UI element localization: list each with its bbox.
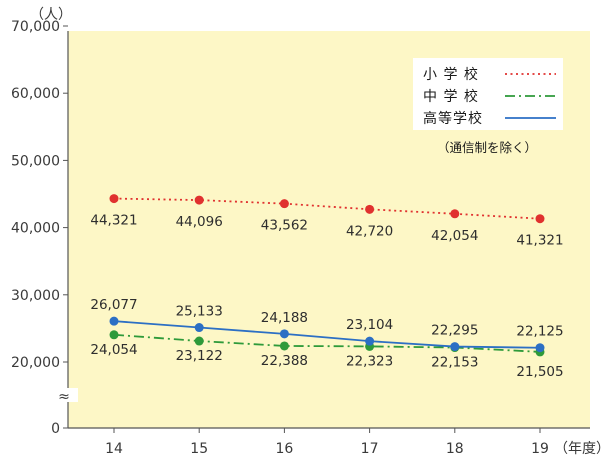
data-label-junior: 21,505 [516,364,563,380]
data-label-high: 24,188 [261,310,308,326]
data-point-junior [195,337,204,346]
data-point-junior [280,341,289,350]
x-tick-label: 18 [446,441,464,457]
data-label-high: 22,125 [516,324,563,340]
data-label-junior: 24,054 [90,342,137,358]
x-tick-label: 17 [361,441,379,457]
x-axis-unit: （年度） [554,441,601,457]
y-tick-label: 60,000 [11,86,60,102]
y-axis-unit: （人） [30,7,72,23]
data-point-elementary [450,209,459,218]
data-point-high [450,342,459,351]
y-tick-label: 50,000 [11,153,60,169]
data-point-elementary [365,205,374,214]
data-label-high: 23,104 [346,317,393,333]
x-tick-label: 19 [531,441,549,457]
data-point-elementary [280,199,289,208]
data-label-high: 25,133 [176,304,223,320]
axis-break-mark: ≈ [58,389,70,405]
legend-note: （通信制を除く） [437,140,537,155]
y-tick-label: 20,000 [11,355,60,371]
y-tick-label: 40,000 [11,221,60,237]
data-label-elementary: 43,562 [261,218,308,234]
data-label-junior: 22,153 [431,355,478,371]
data-label-elementary: 44,321 [90,213,137,229]
data-point-high [536,343,545,352]
x-tick-label: 16 [275,441,293,457]
data-label-elementary: 42,720 [346,223,393,239]
x-tick-label: 15 [190,441,208,457]
data-point-elementary [536,214,545,223]
data-label-high: 22,295 [431,323,478,339]
data-point-junior [110,330,119,339]
data-point-elementary [195,196,204,205]
data-point-high [195,323,204,332]
data-point-high [280,329,289,338]
data-label-elementary: 41,321 [516,233,563,249]
data-point-elementary [110,194,119,203]
legend-label-high: 高等学校 [423,110,483,127]
legend-label-elementary: 小 学 校 [423,66,479,83]
data-point-high [110,317,119,326]
data-label-elementary: 44,096 [176,214,223,230]
y-tick-label: 30,000 [11,288,60,304]
data-label-junior: 23,122 [176,348,223,364]
legend-label-junior: 中 学 校 [423,88,479,105]
data-label-high: 26,077 [90,297,137,313]
data-label-junior: 22,388 [261,353,308,369]
x-tick-label: 14 [105,441,123,457]
data-point-high [365,337,374,346]
data-label-junior: 22,323 [346,353,393,369]
data-label-elementary: 42,054 [431,228,478,244]
y-tick-label: 0 [51,421,60,437]
